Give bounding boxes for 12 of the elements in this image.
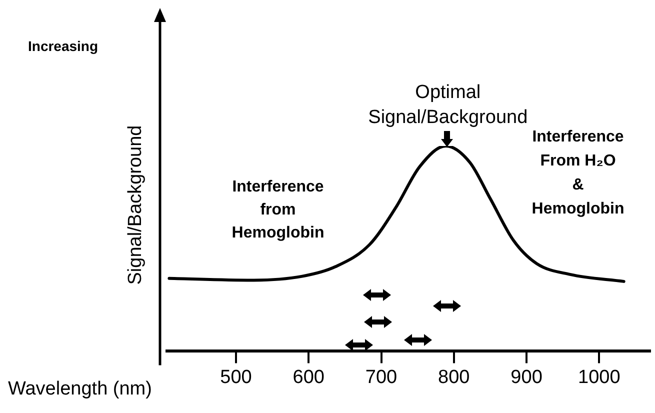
x-tick-label: 1000: [578, 366, 620, 388]
x-axis-title: Wavelength (nm): [8, 378, 152, 400]
x-tick-label: 500: [220, 366, 252, 388]
x-tick-label: 600: [292, 366, 324, 388]
annotation: Optimal Signal/Background: [368, 82, 528, 128]
text: Increasing: [28, 38, 98, 54]
x-tick-label: 800: [438, 366, 470, 388]
annotation: Interference From H₂O & Hemoglobin: [532, 128, 624, 218]
x-tick-label: 900: [510, 366, 542, 388]
x-tick-label: 700: [365, 366, 398, 388]
annotation: Interference from Hemoglobin: [232, 178, 324, 242]
y-axis-title: Signal/Background: [125, 125, 146, 285]
